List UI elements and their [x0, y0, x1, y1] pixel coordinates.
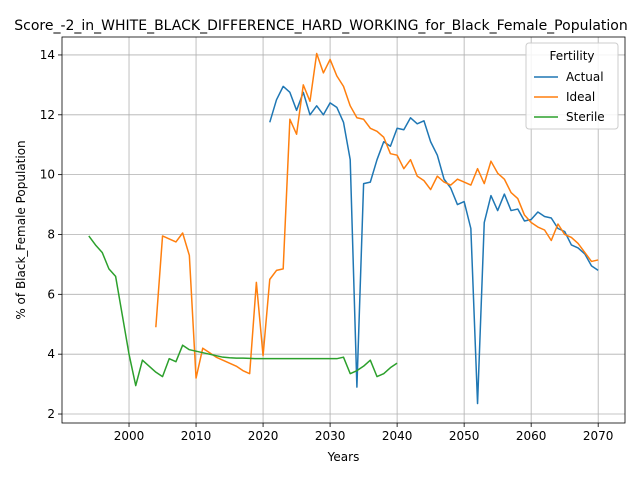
y-tick-label: 4: [47, 347, 55, 361]
legend: Fertility Actual Ideal Sterile: [525, 42, 619, 130]
legend-entries: Actual Ideal Sterile: [534, 70, 605, 124]
series-line-actual: [269, 85, 599, 405]
y-tick-label: 6: [47, 287, 55, 301]
legend-label-sterile: Sterile: [566, 110, 605, 124]
legend-box: [525, 42, 619, 130]
y-tick-label: 14: [40, 48, 55, 62]
x-tick-label: 2040: [382, 429, 413, 443]
y-tick-label: 12: [40, 108, 55, 122]
y-tick-label: 8: [47, 227, 55, 241]
x-tick-label: 2060: [516, 429, 547, 443]
x-tick-label: 2050: [449, 429, 480, 443]
legend-title: Fertility: [549, 49, 594, 63]
x-axis-ticks: 2000 2010 2020 2030 2040 2050 2060 2070: [114, 423, 614, 443]
legend-label-ideal: Ideal: [566, 90, 595, 104]
chart-title: Score_-2_in_WHITE_BLACK_DIFFERENCE_HARD_…: [14, 18, 628, 34]
x-axis-label: Years: [327, 450, 360, 464]
x-tick-label: 2010: [181, 429, 212, 443]
y-axis-label: % of Black_Female Population: [14, 140, 28, 319]
x-tick-label: 2000: [114, 429, 145, 443]
y-axis-ticks: 2 4 6 8 10 12 14: [40, 48, 62, 421]
y-gridlines: [62, 54, 625, 415]
y-tick-label: 2: [47, 407, 55, 421]
y-tick-label: 10: [40, 168, 55, 182]
series-layer: [88, 52, 599, 405]
x-tick-label: 2070: [583, 429, 614, 443]
series-line-sterile: [88, 235, 398, 387]
series-line-ideal: [155, 52, 599, 379]
x-tick-label: 2020: [248, 429, 279, 443]
legend-label-actual: Actual: [566, 70, 604, 84]
x-tick-label: 2030: [315, 429, 346, 443]
plot-frame: [61, 36, 626, 424]
